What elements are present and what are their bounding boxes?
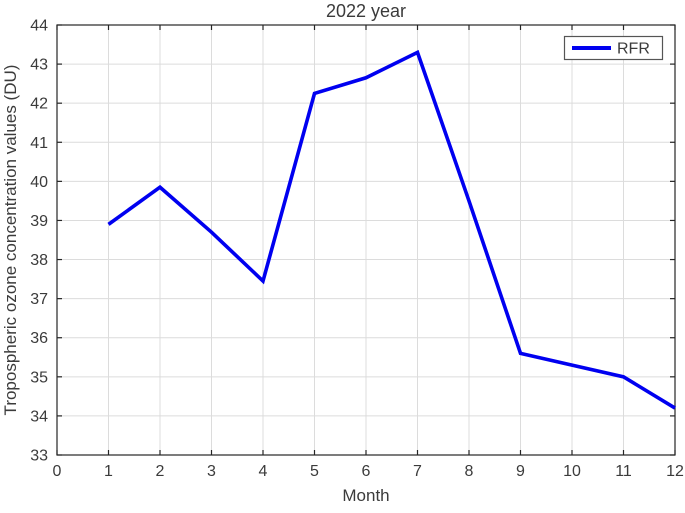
gridlines	[57, 25, 675, 455]
y-tick-label: 41	[30, 135, 48, 152]
x-tick-label: 6	[362, 463, 371, 480]
x-tick-label: 3	[207, 463, 216, 480]
x-tick-label: 4	[259, 463, 268, 480]
x-tick-label: 5	[310, 463, 319, 480]
y-tick-labels: 33 34 35 36 37 38 39 40 41 42 43 44	[30, 18, 48, 465]
y-tick-label: 35	[30, 369, 48, 386]
x-tick-label: 0	[53, 463, 62, 480]
y-tick-label: 36	[30, 330, 48, 347]
legend-box	[563, 35, 664, 61]
y-tick-label: 44	[30, 18, 48, 35]
x-tick-label: 9	[516, 463, 525, 480]
x-tick-label: 7	[413, 463, 422, 480]
y-tick-label: 37	[30, 291, 48, 308]
x-tick-labels: 0 1 2 3 4 5 6 7 8 9 10 11 12	[53, 463, 684, 480]
x-tick-label: 1	[104, 463, 113, 480]
y-tick-label: 34	[30, 408, 48, 425]
tick-marks	[56, 24, 676, 456]
x-tick-label: 10	[563, 463, 581, 480]
y-tick-label: 38	[30, 252, 48, 269]
x-tick-label: 8	[465, 463, 474, 480]
y-tick-label: 39	[30, 213, 48, 230]
series-line-rfr	[107, 49, 676, 410]
y-tick-label: 40	[30, 174, 48, 191]
y-tick-label: 43	[30, 57, 48, 74]
x-tick-label: 12	[666, 463, 684, 480]
x-tick-label: 11	[615, 463, 632, 480]
legend: RFR	[563, 35, 664, 61]
y-axis-label: Tropospheric ozone concentration values …	[1, 65, 20, 416]
y-tick-label: 33	[30, 448, 48, 465]
x-axis-label: Month	[342, 486, 389, 505]
chart-title: 2022 year	[326, 1, 406, 21]
y-tick-label: 42	[30, 96, 48, 113]
legend-label-rfr: RFR	[617, 41, 650, 58]
x-tick-label: 2	[156, 463, 165, 480]
